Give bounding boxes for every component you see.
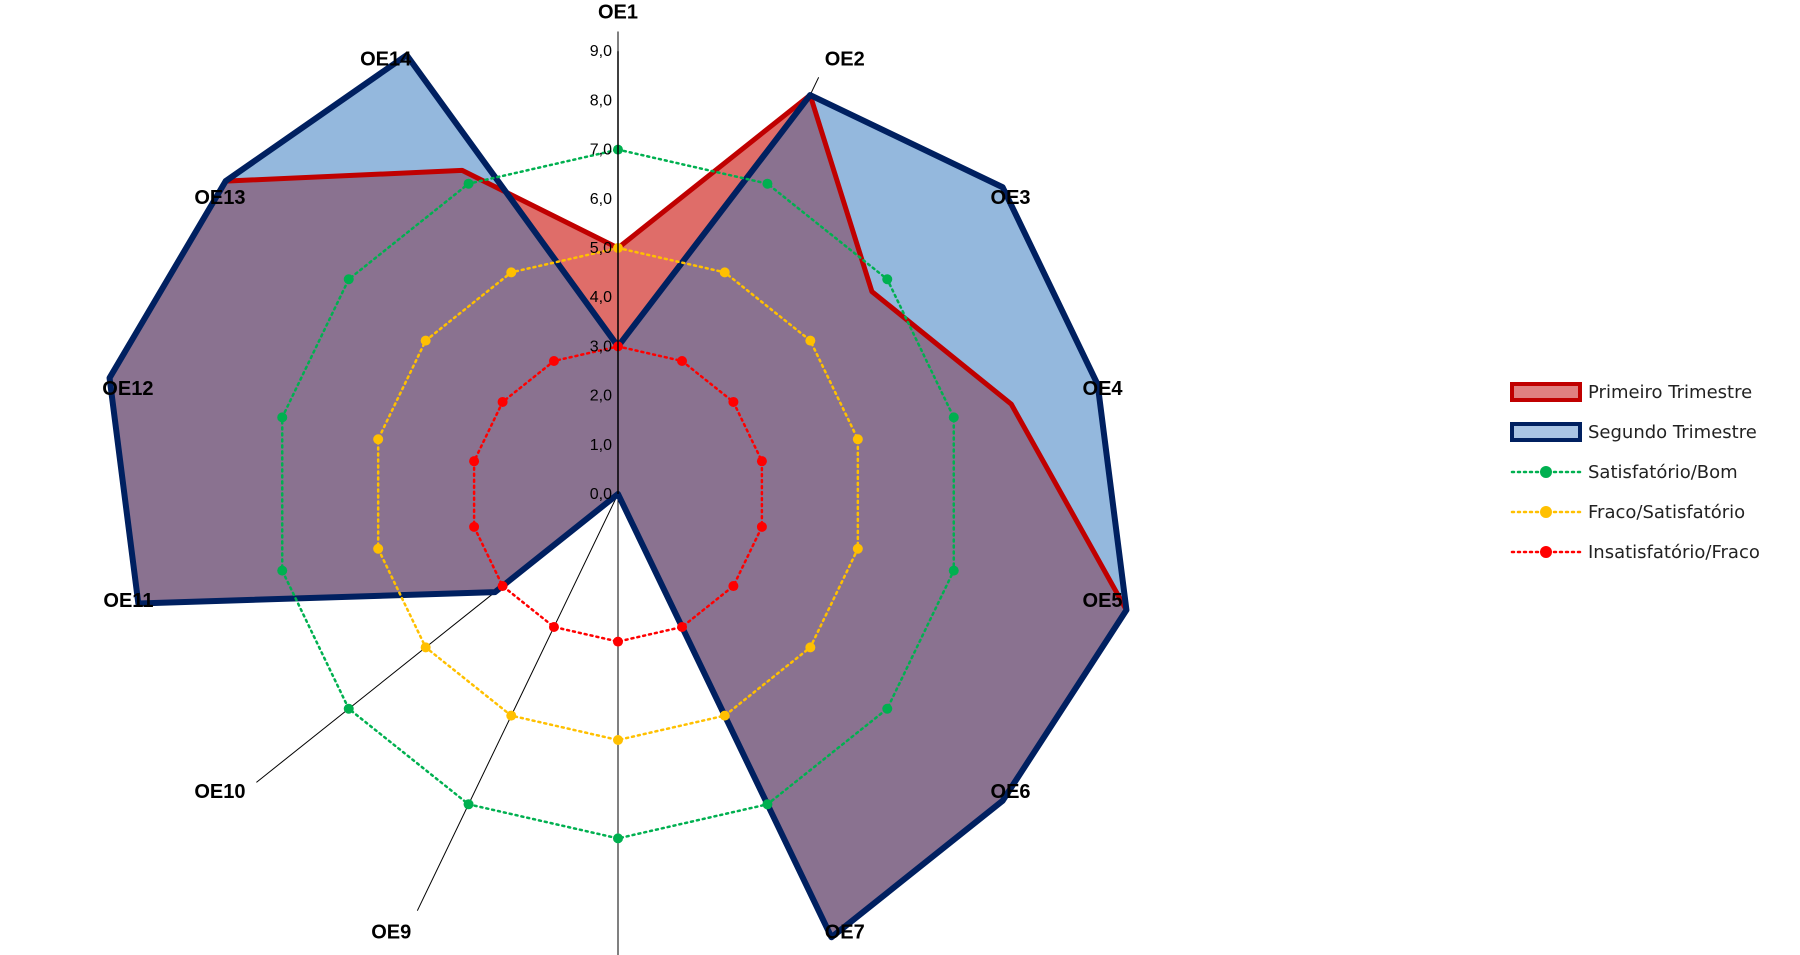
tick-label: 1,0 xyxy=(590,437,612,454)
legend-label: Insatisfatório/Fraco xyxy=(1588,542,1760,563)
threshold-point-insatisfatorio-fraco xyxy=(613,636,623,647)
threshold-point-satisfatorio-bom xyxy=(463,799,474,810)
radar-category-labels: OE1OE2OE3OE4OE5OE6OE7OE8OE9OE10OE11OE12O… xyxy=(102,2,1124,944)
category-label: OE9 xyxy=(371,921,411,943)
threshold-point-fraco-satisfatorio xyxy=(420,335,431,346)
radar-threshold-rings xyxy=(277,144,959,844)
threshold-point-fraco-satisfatorio xyxy=(805,335,816,346)
threshold-point-fraco-satisfatorio xyxy=(852,434,863,445)
legend-swatch xyxy=(1510,382,1582,402)
category-label: OE7 xyxy=(825,921,865,943)
tick-label: 2,0 xyxy=(590,388,612,405)
threshold-point-fraco-satisfatorio xyxy=(373,434,384,445)
category-label: OE6 xyxy=(991,781,1031,803)
radar-tick-labels: 0,0 1,0 2,0 3,0 4,0 5,0 6,0 7,0 8,0 9,0 xyxy=(590,43,612,503)
threshold-point-satisfatorio-bom xyxy=(948,412,959,423)
threshold-point-insatisfatorio-fraco xyxy=(677,356,688,367)
threshold-point-insatisfatorio-fraco xyxy=(548,356,559,367)
category-label: OE10 xyxy=(194,781,245,803)
threshold-point-fraco-satisfatorio xyxy=(805,642,816,653)
threshold-point-satisfatorio-bom xyxy=(613,833,623,844)
threshold-line-fraco-satisfatorio xyxy=(376,246,860,742)
legend-label: Segundo Trimestre xyxy=(1588,422,1757,443)
threshold-point-fraco-satisfatorio xyxy=(719,267,730,278)
threshold-point-satisfatorio-bom xyxy=(277,412,288,423)
threshold-point-satisfatorio-bom xyxy=(343,703,354,714)
chart-legend: Primeiro Trimestre Segundo Trimestre Satis… xyxy=(1510,382,1760,563)
threshold-point-insatisfatorio-fraco xyxy=(497,396,508,407)
tick-label: 8,0 xyxy=(590,92,612,109)
legend-label: Primeiro Trimestre xyxy=(1588,382,1752,403)
threshold-point-insatisfatorio-fraco xyxy=(728,396,739,407)
tick-label: 3,0 xyxy=(590,338,612,355)
threshold-point-satisfatorio-bom xyxy=(343,274,354,285)
threshold-point-satisfatorio-bom xyxy=(882,703,893,714)
threshold-point-fraco-satisfatorio xyxy=(506,267,517,278)
threshold-point-fraco-satisfatorio xyxy=(420,642,431,653)
threshold-point-satisfatorio-bom xyxy=(762,178,773,189)
legend-label: Satisfatório/Bom xyxy=(1588,462,1738,483)
threshold-point-fraco-satisfatorio xyxy=(373,543,384,554)
threshold-point-satisfatorio-bom xyxy=(762,799,773,810)
threshold-point-insatisfatorio-fraco xyxy=(677,621,688,632)
threshold-point-satisfatorio-bom xyxy=(882,274,893,285)
threshold-point-insatisfatorio-fraco xyxy=(469,456,480,467)
tick-label: 9,0 xyxy=(590,43,612,60)
category-label: OE5 xyxy=(1083,590,1123,612)
category-label: OE3 xyxy=(991,187,1031,209)
threshold-point-insatisfatorio-fraco xyxy=(728,581,739,592)
category-label: OE13 xyxy=(194,187,245,209)
threshold-point-satisfatorio-bom xyxy=(463,178,474,189)
radar-spoke xyxy=(416,493,619,911)
threshold-point-satisfatorio-bom xyxy=(948,565,959,576)
category-label: OE12 xyxy=(102,378,153,400)
threshold-point-fraco-satisfatorio xyxy=(613,735,623,745)
category-label: OE2 xyxy=(825,49,865,71)
threshold-point-insatisfatorio-fraco xyxy=(469,521,480,532)
threshold-point-insatisfatorio-fraco xyxy=(497,581,508,592)
tick-label: 6,0 xyxy=(590,191,612,208)
legend-marker xyxy=(1540,546,1552,558)
legend-swatch xyxy=(1510,422,1582,442)
threshold-point-fraco-satisfatorio xyxy=(719,710,730,721)
tick-label: 7,0 xyxy=(590,142,612,159)
category-label: OE14 xyxy=(360,49,412,71)
category-label: OE4 xyxy=(1083,378,1124,400)
category-label: OE11 xyxy=(103,590,153,612)
threshold-point-insatisfatorio-fraco xyxy=(756,456,767,467)
threshold-point-fraco-satisfatorio xyxy=(852,543,863,554)
legend-marker xyxy=(1540,506,1552,518)
legend-marker xyxy=(1540,466,1552,478)
threshold-point-fraco-satisfatorio xyxy=(506,710,517,721)
threshold-point-insatisfatorio-fraco xyxy=(548,621,559,632)
tick-label: 0,0 xyxy=(590,486,612,503)
legend-label: Fraco/Satisfatório xyxy=(1588,502,1745,523)
category-label: OE1 xyxy=(598,2,638,24)
threshold-point-satisfatorio-bom xyxy=(277,565,288,576)
tick-label: 4,0 xyxy=(590,289,612,306)
threshold-point-insatisfatorio-fraco xyxy=(756,521,767,532)
tick-label: 5,0 xyxy=(590,240,612,257)
